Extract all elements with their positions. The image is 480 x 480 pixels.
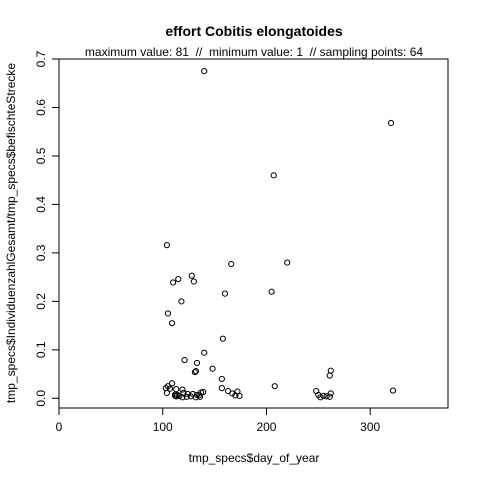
data-point (180, 389, 187, 397)
y-tick-label: 0.2 (34, 293, 48, 310)
data-point (201, 68, 208, 75)
data-point (387, 119, 395, 127)
y-tick-label: 0.0 (34, 390, 48, 407)
y-tick-label: 0.4 (34, 196, 48, 213)
data-point (168, 320, 176, 327)
data-point (195, 392, 203, 399)
data-point (163, 242, 170, 249)
data-point (192, 368, 200, 375)
y-tick-label: 0.3 (34, 244, 48, 261)
data-point (219, 335, 226, 342)
data-point (196, 393, 204, 400)
data-point (176, 392, 183, 399)
x-tick-label: 100 (153, 420, 173, 434)
data-point (193, 359, 201, 367)
data-points (162, 68, 397, 401)
data-point (271, 383, 278, 390)
data-point (323, 393, 330, 400)
data-point (178, 298, 185, 305)
y-axis: 0.0 0.1 0.2 0.3 0.4 0.5 0.6 0.7 (34, 50, 60, 407)
data-point (181, 356, 188, 364)
data-point (179, 386, 186, 393)
data-point (166, 385, 174, 392)
data-point (228, 260, 235, 268)
y-axis-label: tmp_specs$IndividuenzahlGesamt/tmp_specs… (4, 63, 18, 404)
data-point (218, 375, 225, 383)
data-point (201, 349, 208, 356)
data-point (229, 390, 236, 397)
data-point (218, 385, 225, 392)
y-tick-label: 0.6 (34, 99, 48, 116)
x-axis-label: tmp_specs$day_of_year (189, 451, 320, 465)
data-point (170, 279, 177, 286)
data-point (190, 278, 197, 285)
data-point (163, 389, 170, 397)
x-tick-label: 200 (256, 420, 276, 434)
y-tick-label: 0.1 (34, 341, 48, 358)
data-point (191, 369, 198, 376)
data-point (236, 392, 243, 399)
data-point (270, 172, 277, 179)
y-tick-label: 0.5 (34, 147, 48, 164)
data-point (389, 387, 397, 394)
data-point (326, 372, 333, 379)
x-tick-label: 300 (360, 420, 380, 434)
x-tick-label: 0 (56, 420, 63, 434)
y-tick-label: 0.7 (34, 50, 48, 67)
data-point (326, 393, 333, 400)
data-point (284, 259, 291, 266)
data-point (173, 393, 180, 400)
data-point (168, 380, 176, 387)
x-axis: 0 100 200 300 (56, 407, 381, 434)
chart-title: effort Cobitis elongatoides (165, 23, 343, 39)
data-point (268, 288, 275, 295)
data-point (232, 392, 239, 399)
data-point (175, 275, 182, 283)
data-point (320, 392, 327, 399)
data-point (164, 310, 172, 317)
data-point (327, 390, 334, 397)
data-point (179, 394, 186, 401)
data-point (317, 394, 324, 401)
data-point (192, 394, 200, 401)
data-point (209, 365, 216, 372)
chart-subtitle: maximum value: 81 // minimum value: 1 //… (85, 45, 423, 59)
data-point (221, 290, 229, 297)
data-point (188, 272, 195, 279)
data-point (183, 393, 190, 400)
